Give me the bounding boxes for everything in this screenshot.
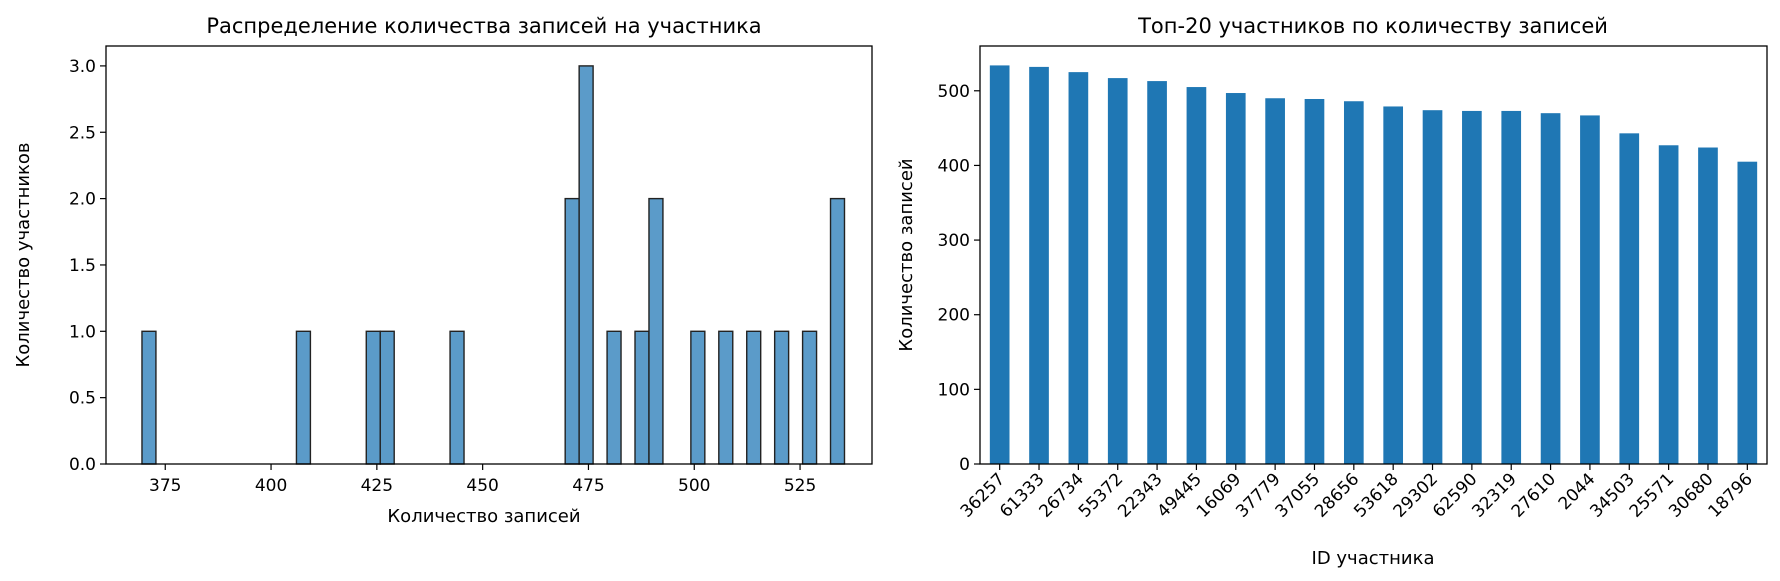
histogram-bar [634, 330, 650, 465]
top20-bar [1343, 101, 1364, 464]
histogram-y-tick-label: 1.0 [69, 322, 96, 342]
top20-y-tick-label: 300 [938, 231, 970, 251]
top20-bar [1304, 98, 1325, 464]
histogram-bar [648, 197, 664, 465]
histogram-ylabel: Количество участников [13, 142, 34, 367]
top20-xlabel: ID участника [1312, 548, 1435, 569]
histogram-chart: Распределение количества записей на учас… [13, 14, 873, 527]
histogram-bar [578, 65, 594, 465]
histogram-bar [141, 330, 157, 465]
top20-frame [979, 45, 1768, 465]
histogram-bar [690, 330, 706, 465]
histogram-x-axis: 375 400 425 450 475 500 525 [149, 464, 816, 496]
top20-bar [1737, 161, 1758, 465]
histogram-x-tick-label: 400 [255, 476, 287, 496]
histogram-title: Распределение количества записей на учас… [206, 14, 761, 38]
histogram-bar [801, 330, 818, 465]
histogram-bar [564, 197, 580, 465]
top20-bar [1107, 78, 1128, 464]
histogram-frame [105, 45, 873, 465]
top20-y-tick-label: 100 [938, 380, 970, 400]
top20-y-tick-label: 400 [938, 156, 970, 176]
histogram-bar [449, 330, 465, 465]
histogram-xlabel: Количество записей [387, 506, 580, 527]
histogram-bar [746, 330, 762, 465]
histogram-y-tick-label: 3.0 [69, 57, 96, 77]
histogram-x-tick-label: 525 [784, 476, 816, 496]
histogram-bar [829, 197, 846, 465]
top20-bar [1186, 87, 1207, 464]
histogram-x-tick-label: 475 [572, 476, 604, 496]
top20-x-axis: 3625761333267345537222343494451606937779… [957, 464, 1757, 522]
top20-bar [1029, 66, 1049, 465]
top20-bar [1462, 110, 1482, 465]
histogram-x-tick-label: 500 [678, 476, 710, 496]
top20-ylabel: Количество записей [896, 158, 917, 351]
top20-bar [1698, 147, 1718, 464]
histogram-x-tick-label: 425 [361, 476, 393, 496]
histogram-x-tick-label: 450 [466, 476, 498, 496]
histogram-bars [141, 65, 846, 465]
top20-title: Топ-20 участников по количеству записей [1137, 14, 1608, 38]
top20-bar [1422, 110, 1443, 464]
histogram-bar [718, 330, 734, 465]
histogram-y-axis: 0.0 0.5 1.0 1.5 2.0 2.5 3.0 [69, 57, 106, 475]
histogram-bar [773, 330, 790, 465]
top20-chart: Топ-20 участников по количеству записей … [896, 14, 1768, 569]
histogram-y-tick-label: 0.0 [69, 455, 96, 475]
histogram-y-tick-label: 0.5 [69, 389, 96, 409]
histogram-bar [606, 330, 622, 465]
top20-bar [1619, 133, 1640, 464]
histogram-y-tick-label: 1.5 [69, 256, 96, 276]
histogram-y-tick-label: 2.0 [69, 190, 96, 210]
top20-bar [1147, 81, 1167, 464]
top20-x-tick-label: 18796 [1704, 469, 1756, 521]
histogram-bar [379, 330, 395, 465]
top20-bar [989, 65, 1010, 465]
top20-bars [989, 65, 1758, 465]
top20-bar [1265, 98, 1285, 464]
top20-y-axis: 0 100 200 300 400 500 [938, 82, 980, 475]
top20-bar [1068, 72, 1089, 464]
top20-bar [1540, 113, 1561, 464]
top20-bar [1225, 93, 1246, 465]
histogram-bar [365, 330, 381, 465]
top20-bar [1658, 145, 1679, 464]
top20-y-tick-label: 200 [938, 306, 970, 326]
top20-x-tick-label: 27610 [1508, 469, 1560, 521]
histogram-y-tick-label: 2.5 [69, 123, 96, 143]
top20-y-tick-label: 0 [959, 455, 970, 475]
top20-bar [1383, 106, 1404, 464]
top20-bar [1580, 115, 1600, 465]
histogram-bar [295, 330, 312, 465]
histogram-x-tick-label: 375 [149, 476, 181, 496]
top20-y-tick-label: 500 [938, 82, 970, 102]
top20-bar [1501, 110, 1522, 465]
